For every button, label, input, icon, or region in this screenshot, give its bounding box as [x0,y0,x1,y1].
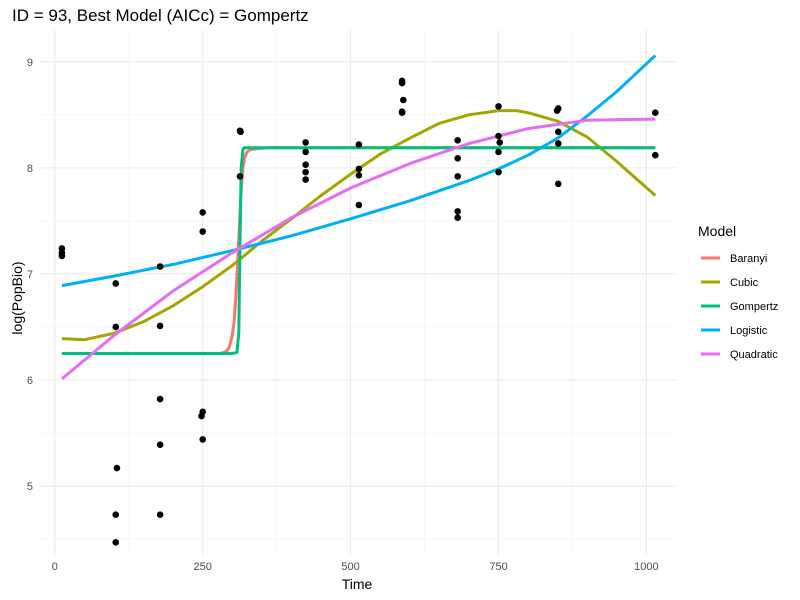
data-point [495,132,502,140]
data-point [198,412,205,420]
data-point [112,538,120,546]
x-axis-ticks: 0 250 500 750 1000 [52,561,659,573]
data-point [58,252,66,260]
data-point [112,280,120,287]
data-point [495,148,502,156]
data-point [399,96,407,104]
data-point [495,168,502,176]
curve-quadratic [60,117,656,381]
curve-cubic [61,109,657,342]
x-tick-label: 1000 [634,561,658,573]
data-point [113,464,121,472]
legend-title: Model [698,223,736,239]
data-point [454,155,461,162]
data-point [112,511,120,518]
legend: Model Baranyi Cubic Gompertz Logistic Quadra… [698,223,778,361]
data-point [199,436,206,443]
curve-gompertz [61,146,656,355]
data-point [553,107,561,114]
data-point [302,168,309,176]
legend-label-quadratic: Quadratic [730,349,778,361]
model-curves [60,54,657,381]
data-point [554,128,562,136]
x-tick-label: 500 [341,561,359,573]
data-point [554,140,562,147]
data-point [156,322,164,330]
y-tick-label: 6 [27,375,33,387]
data-point [398,109,406,117]
y-tick-label: 8 [27,163,33,175]
y-tick-label: 9 [27,57,33,69]
data-point [554,180,562,188]
data-point [302,161,309,168]
data-point [302,176,309,183]
x-tick-label: 250 [194,561,212,573]
legend-label-cubic: Cubic [730,277,759,289]
legend-label-baranyi: Baranyi [730,253,767,265]
data-point [156,263,164,270]
y-tick-label: 7 [27,269,33,281]
data-point [454,173,461,180]
data-point [398,79,406,87]
legend-label-logistic: Logistic [730,325,768,337]
x-axis-title: Time [342,576,373,592]
data-point [302,139,309,146]
legend-label-gompertz: Gompertz [730,301,778,313]
data-point [156,511,164,518]
grid-lines [40,30,676,555]
data-point [355,201,363,209]
data-point [355,172,363,179]
data-point [156,441,164,448]
data-point [302,148,309,156]
data-points [58,77,659,546]
data-point [355,165,363,173]
data-point [651,151,659,159]
y-axis-ticks: 5 6 7 8 9 [27,57,33,493]
data-point [651,109,659,117]
data-point [237,128,244,136]
data-point [112,323,120,331]
data-point [454,214,461,222]
data-point [496,139,503,146]
data-point [495,103,502,110]
data-point [236,173,244,180]
data-point [355,141,363,148]
y-axis-title: log(PopBio) [9,261,25,334]
x-tick-label: 750 [489,561,507,573]
y-tick-label: 5 [27,481,33,493]
data-point [454,208,461,215]
x-tick-label: 0 [52,561,58,573]
data-point [199,228,206,235]
data-point [454,137,461,144]
data-point [199,209,206,216]
chart-title: ID = 93, Best Model (AICc) = Gompertz [12,6,309,25]
data-point [156,395,164,403]
